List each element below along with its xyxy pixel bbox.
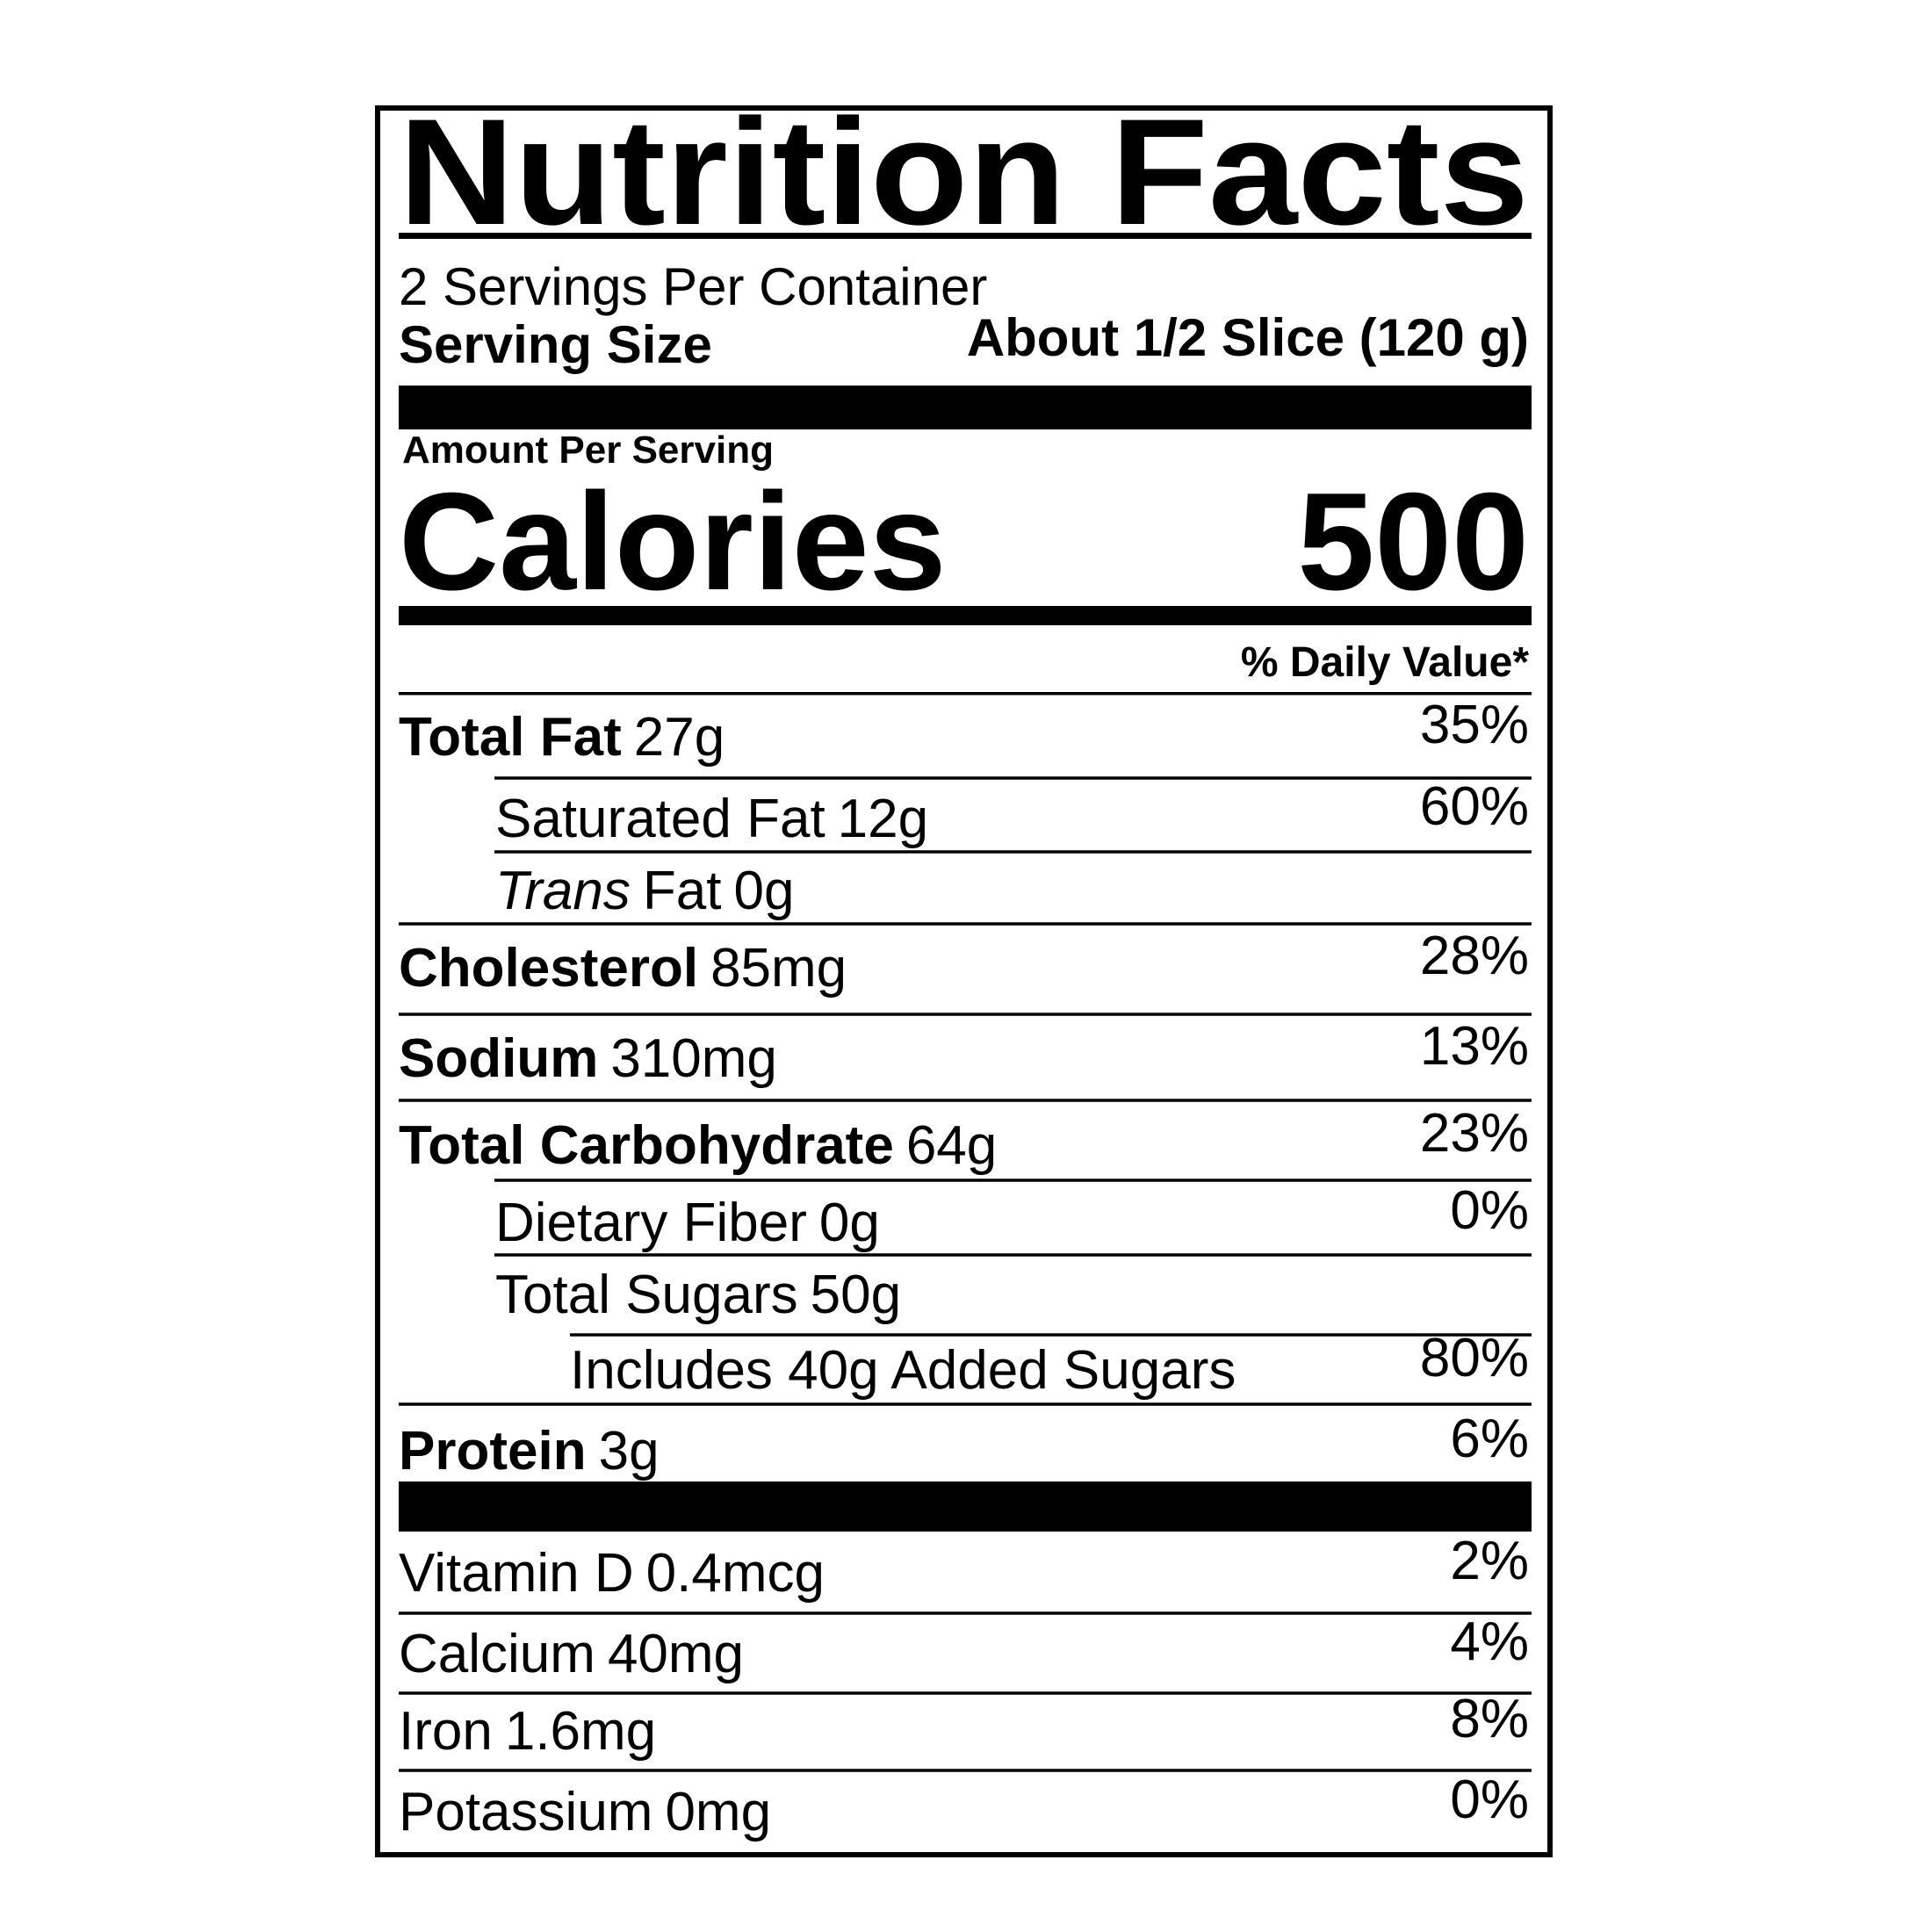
daily-value: 0% (1450, 1180, 1529, 1241)
rule (494, 850, 1532, 854)
nutrient-amount: 85mg (710, 938, 847, 998)
nutrient-name-italic: Trans (495, 861, 631, 921)
nutrient-row: Total Sugars 50g (495, 1265, 901, 1325)
nutrient-row: Saturated Fat 12g (495, 789, 928, 849)
nutrient-name: Fat (643, 861, 722, 921)
nutrient-row: Dietary Fiber 0g (495, 1193, 880, 1253)
servings: 2 Servings Per Container (399, 257, 987, 316)
rule (494, 1179, 1532, 1182)
thick-bar (399, 386, 1532, 429)
rule (399, 922, 1532, 926)
nutrient-name: Dietary Fiber (495, 1193, 807, 1253)
rule (399, 692, 1532, 696)
nutrient-name: Sodium (399, 1028, 598, 1089)
medium-bar (399, 606, 1532, 625)
nutrient-row: Sodium 310mg (399, 1028, 777, 1089)
nutrient-row: Vitamin D 0.4mcg (399, 1543, 825, 1604)
daily-value: 0% (1450, 1770, 1529, 1830)
title: Nutrition Facts (399, 88, 1529, 256)
daily-value: 2% (1450, 1531, 1529, 1591)
nutrient-name: Total Sugars (495, 1265, 798, 1325)
nutrient-name: Includes 40g Added Sugars (570, 1340, 1236, 1401)
rule (399, 1611, 1532, 1615)
nutrient-amount: 12g (838, 789, 928, 849)
amount-per-serving: Amount Per Serving (402, 429, 774, 472)
nutrient-name: Vitamin D (399, 1543, 634, 1604)
nutrient-amount: 0mg (665, 1782, 771, 1842)
daily-value: 28% (1420, 926, 1529, 986)
nutrient-row: Total Carbohydrate 64g (399, 1115, 997, 1176)
rule (399, 1013, 1532, 1016)
thick-bar (399, 1481, 1532, 1532)
nutrient-name: Cholesterol (399, 938, 698, 998)
nutrient-amount: 310mg (610, 1028, 777, 1089)
nutrient-row: Potassium 0mg (399, 1782, 771, 1842)
serving-size-value: About 1/2 Slice (120 g) (967, 308, 1529, 367)
rule (399, 1402, 1532, 1406)
nutrient-amount: 1.6mg (505, 1701, 656, 1762)
nutrient-row: Protein 3g (399, 1421, 660, 1481)
nutrient-amount: 3g (599, 1421, 660, 1481)
daily-value: 8% (1450, 1689, 1529, 1749)
nutrient-amount: 50g (811, 1265, 901, 1325)
nutrient-name: Potassium (399, 1782, 652, 1842)
daily-value: 35% (1420, 695, 1529, 755)
daily-value: 60% (1420, 776, 1529, 837)
nutrient-amount: 0.4mcg (646, 1543, 825, 1604)
nutrient-name: Calcium (399, 1624, 595, 1684)
nutrient-row: Includes 40g Added Sugars (570, 1340, 1236, 1401)
serving-size-label: Serving Size (399, 315, 712, 374)
label-border (375, 105, 1553, 1857)
nutrient-name: Saturated Fat (495, 789, 825, 849)
calories-value: 500 (1297, 465, 1529, 619)
daily-value: 13% (1420, 1016, 1529, 1077)
nutrient-amount: 0g (733, 861, 794, 921)
nutrient-amount: 64g (906, 1115, 997, 1176)
daily-value: 23% (1420, 1103, 1529, 1164)
nutrient-amount: 40mg (608, 1624, 744, 1684)
title-rule (399, 233, 1532, 239)
nutrient-amount: 0g (819, 1193, 880, 1253)
rule (494, 776, 1532, 780)
nutrient-row: Trans Fat 0g (495, 861, 794, 921)
nutrient-row: Calcium 40mg (399, 1624, 744, 1684)
calories-label: Calories (399, 465, 947, 619)
nutrient-name: Iron (399, 1701, 493, 1762)
daily-value: 6% (1450, 1409, 1529, 1469)
daily-value: 80% (1420, 1328, 1529, 1388)
nutrient-amount: 27g (634, 707, 724, 768)
rule (399, 1099, 1532, 1102)
rule (399, 1691, 1532, 1695)
nutrient-name: Protein (399, 1421, 587, 1481)
daily-value-header: % Daily Value* (1241, 639, 1529, 686)
daily-value: 4% (1450, 1611, 1529, 1672)
nutrient-row: Total Fat 27g (399, 707, 724, 768)
rule (494, 1253, 1532, 1257)
rule (570, 1333, 1532, 1337)
nutrient-row: Iron 1.6mg (399, 1701, 656, 1762)
nutrient-name: Total Fat (399, 707, 622, 768)
nutrient-name: Total Carbohydrate (399, 1115, 894, 1176)
rule (399, 1769, 1532, 1772)
nutrient-row: Cholesterol 85mg (399, 938, 847, 998)
